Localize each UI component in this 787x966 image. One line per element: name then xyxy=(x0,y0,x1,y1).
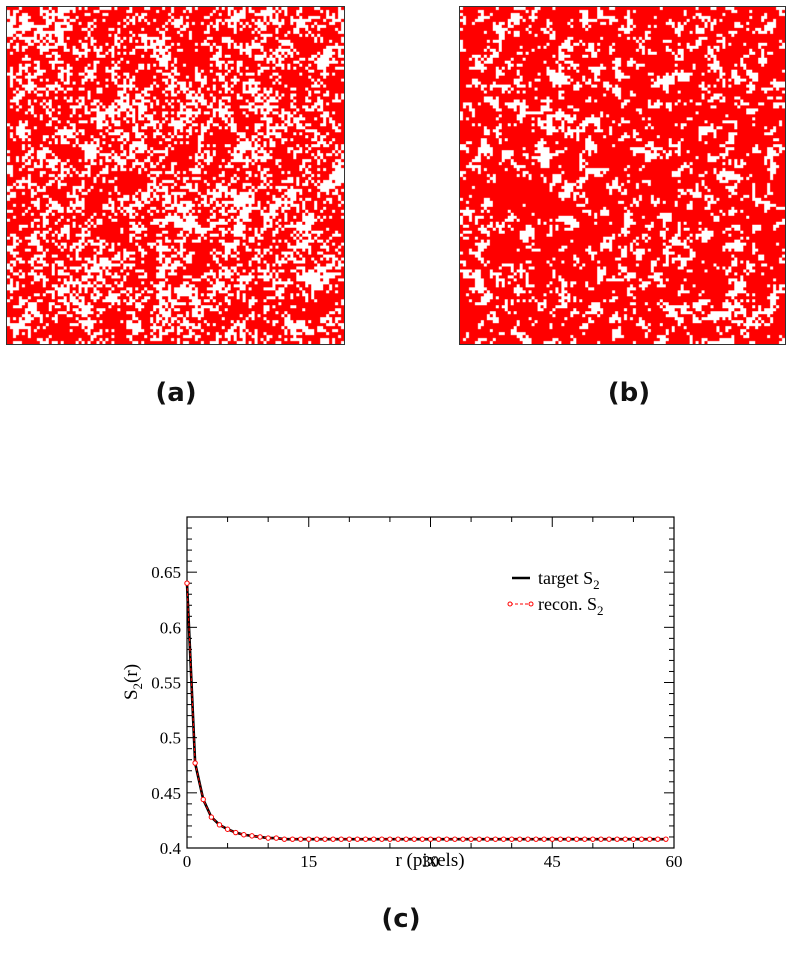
data-point-recon xyxy=(354,836,361,842)
data-point-recon xyxy=(663,836,669,842)
data-point-recon xyxy=(362,836,369,842)
y-tick-label: 0.55 xyxy=(151,674,181,693)
y-tick-label: 0.6 xyxy=(160,618,181,637)
microstructure-b-image xyxy=(460,7,785,344)
data-point-recon xyxy=(500,836,507,842)
data-point-recon xyxy=(330,836,336,842)
axis-ticks: 0 15 30 45 60 0.4 0.45 0.5 0.55 0.6 0.65 xyxy=(151,516,683,871)
data-point-recon xyxy=(525,836,531,842)
legend: target S2 recon. S2 xyxy=(507,568,603,618)
data-point-recon xyxy=(395,836,401,842)
x-tick-label: 45 xyxy=(544,852,561,871)
data-point-recon xyxy=(435,836,442,842)
y-axis-label-tail: (r) xyxy=(121,664,142,683)
microstructure-b xyxy=(459,6,786,345)
data-point-recon xyxy=(314,836,320,842)
data-point-recon xyxy=(322,836,328,842)
data-point-recon xyxy=(630,836,637,842)
data-point-recon xyxy=(370,836,377,842)
data-point-recon xyxy=(565,836,572,842)
legend-marker-recon-right xyxy=(528,601,534,607)
x-tick-label: 30 xyxy=(422,852,439,871)
data-point-recon xyxy=(208,814,215,820)
y-tick-label: 0.65 xyxy=(151,563,181,582)
data-point-recon xyxy=(306,836,312,842)
data-point-recon xyxy=(452,836,458,842)
data-point-recon xyxy=(273,835,279,841)
legend-label-target-main: target S xyxy=(538,568,593,588)
data-point-recon xyxy=(517,836,523,842)
y-tick-label: 0.4 xyxy=(160,839,182,858)
data-point-recon xyxy=(427,836,434,842)
data-point-recon xyxy=(224,826,231,832)
data-point-recon xyxy=(184,580,190,586)
data-point-recon xyxy=(411,836,417,842)
series-line-recon xyxy=(186,583,666,840)
data-point-recon xyxy=(216,822,223,828)
data-point-recon xyxy=(379,836,385,842)
legend-label-target-sub: 2 xyxy=(593,577,600,592)
data-point-recon xyxy=(549,836,555,842)
data-point-recon xyxy=(387,836,393,842)
data-point-recon xyxy=(622,836,628,842)
y-tick-label: 0.45 xyxy=(151,784,181,803)
data-point-recon xyxy=(297,836,304,842)
y-axis-label: S2(r) xyxy=(121,664,145,700)
data-point-recon xyxy=(444,836,450,842)
data-point-recon xyxy=(492,836,499,842)
data-point-recon xyxy=(646,836,653,842)
y-axis-label-main: S xyxy=(121,689,142,700)
data-point-recon xyxy=(265,835,271,841)
data-point-recon xyxy=(573,836,580,842)
data-point-recon xyxy=(484,836,491,842)
data-point-recon xyxy=(557,836,564,842)
data-point-recon xyxy=(289,836,296,842)
data-point-recon xyxy=(590,836,596,842)
data-point-recon xyxy=(419,836,426,842)
data-point-recon xyxy=(233,829,239,836)
data-point-recon xyxy=(249,833,255,839)
legend-label-recon: recon. S2 xyxy=(538,594,603,618)
data-point-recon xyxy=(582,836,588,842)
data-point-recon xyxy=(533,836,539,842)
data-point-recon xyxy=(638,836,645,842)
data-point-recon xyxy=(257,834,263,840)
data-point-recon xyxy=(476,836,482,842)
legend-label-recon-main: recon. S xyxy=(538,594,597,614)
data-point-recon xyxy=(541,836,547,842)
x-tick-label: 0 xyxy=(183,852,192,871)
legend-marker-recon-left xyxy=(507,601,513,607)
microstructure-a xyxy=(6,6,345,345)
data-point-recon xyxy=(403,836,409,842)
data-point-recon xyxy=(598,836,604,842)
legend-label-recon-sub: 2 xyxy=(597,603,604,618)
legend-label-target: target S2 xyxy=(538,568,600,592)
panel-label-b: (b) xyxy=(607,378,651,408)
microstructure-a-image xyxy=(7,7,344,344)
data-point-recon xyxy=(468,836,474,842)
series-layer xyxy=(184,580,669,842)
series-line-target xyxy=(185,583,666,841)
x-tick-label: 60 xyxy=(666,852,683,871)
data-point-recon xyxy=(606,836,612,842)
x-axis-label: r (pixels) xyxy=(395,850,464,871)
x-tick-label: 15 xyxy=(300,852,317,871)
y-tick-label: 0.5 xyxy=(160,729,181,748)
y-axis-label-sub: 2 xyxy=(130,683,145,690)
panel-label-a: (a) xyxy=(155,378,197,408)
plot-frame xyxy=(186,516,675,849)
data-point-recon xyxy=(281,836,288,842)
data-point-recon xyxy=(508,836,515,842)
data-point-recon xyxy=(460,836,466,842)
data-point-recon xyxy=(241,832,247,838)
data-point-recon xyxy=(655,836,661,842)
data-point-recon xyxy=(346,836,353,842)
data-point-recon xyxy=(200,796,206,803)
data-point-recon xyxy=(192,760,198,766)
data-point-recon xyxy=(614,836,620,842)
panel-label-c: (c) xyxy=(381,904,421,934)
data-point-recon xyxy=(338,836,344,842)
